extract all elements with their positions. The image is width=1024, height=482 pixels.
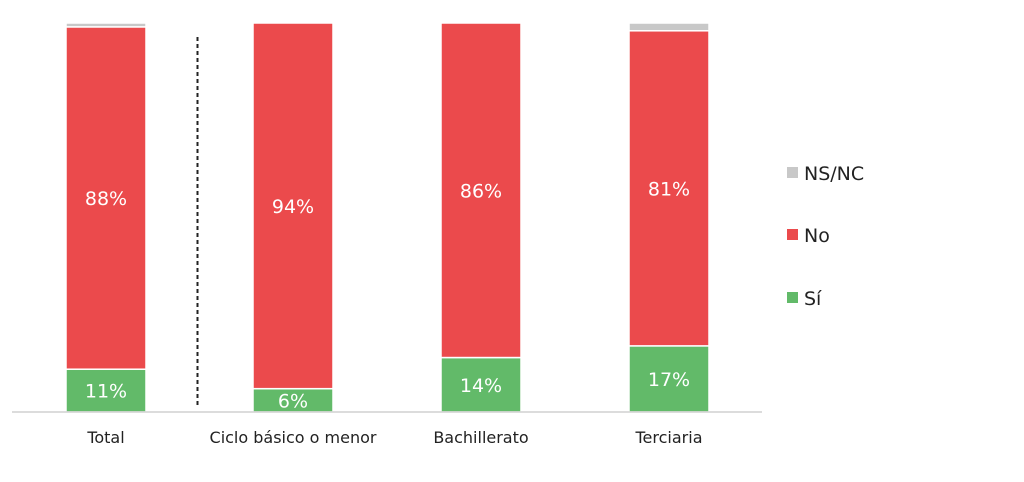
legend: NS/NC No Sí: [787, 163, 864, 310]
data-label-no-1: 94%: [272, 196, 314, 218]
bar-segment-nsnc-0: [65, 22, 147, 28]
legend-label-nsnc: NS/NC: [804, 163, 864, 185]
category-label-1: Ciclo básico o menor: [210, 428, 377, 447]
category-label-2: Bachillerato: [433, 428, 528, 447]
data-label-si-1: 6%: [278, 390, 308, 412]
category-label-0: Total: [86, 428, 124, 447]
legend-label-no: No: [804, 225, 830, 247]
bar-segment-si-0: [65, 368, 147, 413]
bar-segment-no-0: [65, 26, 147, 370]
legend-label-si: Sí: [804, 288, 822, 310]
legend-swatch-nsnc: [787, 167, 798, 178]
data-label-no-0: 88%: [85, 188, 127, 210]
bar-segment-no-2: [440, 22, 522, 359]
category-label-3: Terciaria: [635, 428, 703, 447]
data-label-no-3: 81%: [648, 178, 690, 200]
legend-swatch-si: [787, 292, 798, 303]
data-label-si-3: 17%: [648, 369, 690, 391]
data-label-si-0: 11%: [85, 381, 127, 403]
bar-segment-no-3: [628, 30, 710, 347]
legend-swatch-no: [787, 229, 798, 240]
bar-segment-no-1: [252, 22, 334, 390]
data-label-si-2: 14%: [460, 375, 502, 397]
data-label-no-2: 86%: [460, 180, 502, 202]
category-labels: Total Ciclo básico o menor Bachillerato Ter…: [86, 428, 702, 447]
bar-segment-nsnc-3: [628, 22, 710, 32]
bars-group: 11% 88% 6% 94% 14% 86% 17% 81%: [65, 22, 710, 413]
